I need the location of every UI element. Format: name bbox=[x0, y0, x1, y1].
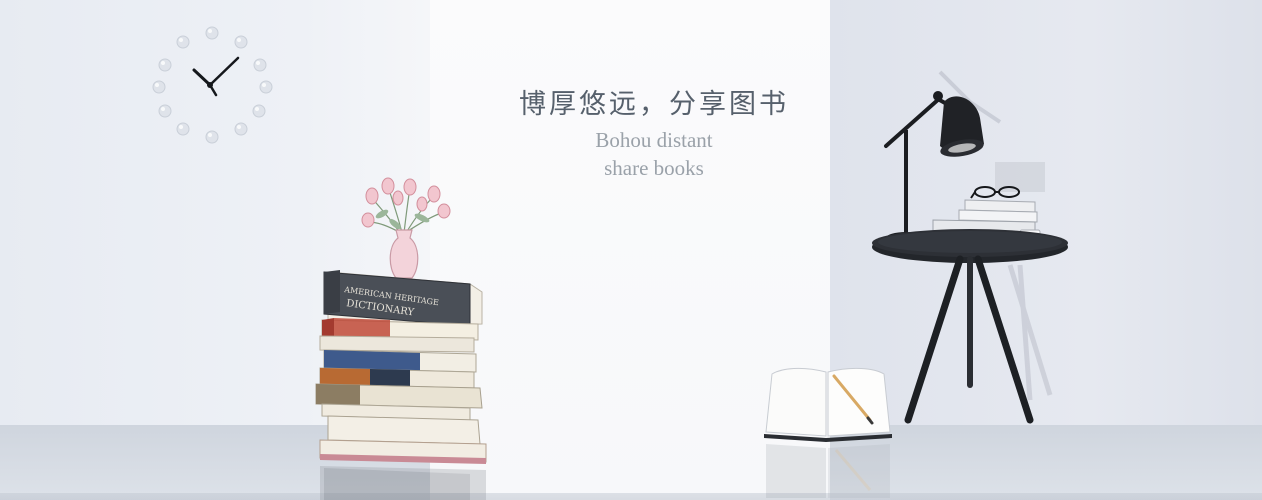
subtitle-line-2: share books bbox=[604, 156, 704, 180]
book-stack-icon: AMERICAN HERITAGE DICTIONARY bbox=[315, 270, 487, 500]
subtitle-line-1: Bohou distant bbox=[595, 128, 713, 152]
floor-edge bbox=[0, 493, 1262, 500]
wall-clock-icon bbox=[152, 26, 273, 144]
open-book-icon bbox=[764, 367, 892, 498]
flower-vase-icon bbox=[361, 177, 451, 279]
side-table-icon bbox=[872, 229, 1068, 424]
right-floor bbox=[830, 425, 1262, 500]
banner-title: 博厚悠远，分享图书 bbox=[519, 89, 789, 120]
banner-subtitle: Bohou distant share books bbox=[430, 126, 830, 182]
center-panel bbox=[430, 0, 830, 500]
right-wall bbox=[830, 0, 1262, 425]
